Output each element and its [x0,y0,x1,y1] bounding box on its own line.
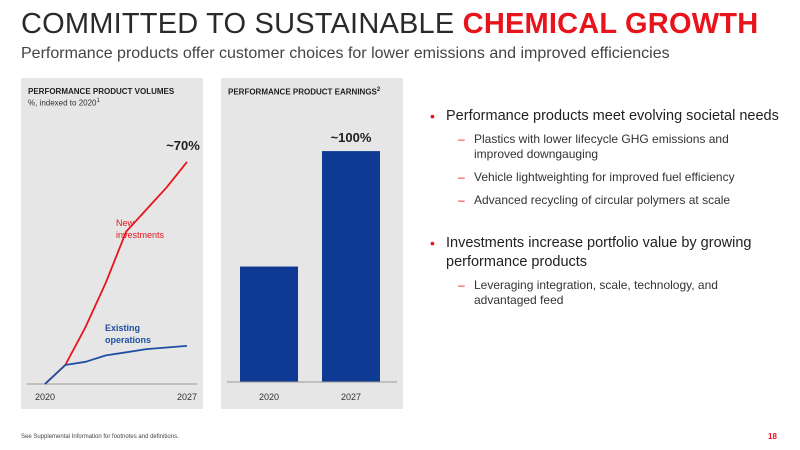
bullet-item: • Performance products meet evolving soci… [430,107,780,126]
dash-icon: – [458,193,465,207]
footnote-marker: 1 [96,98,100,104]
page-title: COMMITTED TO SUSTAINABLE CHEMICAL GROWTH [21,8,758,41]
earnings-chart-panel: PERFORMANCE PRODUCT EARNINGS2 2020 2027 ~1… [221,78,403,409]
earnings-bar-chart: 2020 2027 ~100% [227,130,397,402]
footnote: See Supplemental Information for footnot… [21,434,179,440]
bullet-text: Investments increase portfolio value by … [446,235,752,270]
sub-bullet-item: – Plastics with lower lifecycle GHG emiss… [458,132,780,162]
x-tick-label: 2020 [259,392,279,402]
bar [240,266,298,382]
footnote-marker: 2 [376,87,381,93]
sub-bullet-item: – Advanced recycling of circular polymers… [458,193,780,208]
volumes-chart-subtitle: %, indexed to 20201 [28,98,100,108]
page-subtitle: Performance products offer customer choi… [21,45,670,62]
x-tick-label: 2027 [341,392,361,402]
bullet-dot-icon: • [430,235,435,251]
volumes-annotation: ~70% [166,138,200,153]
series-label-new-line2: investments [116,230,165,240]
series-label-existing-line1: Existing [105,323,140,333]
title-accent: CHEMICAL GROWTH [462,8,759,40]
sub-bullet-text: Vehicle lightweighting for improved fuel… [474,170,735,184]
line-existing-operations [44,345,188,385]
dash-icon: – [458,170,465,184]
volumes-chart-panel: PERFORMANCE PRODUCT VOLUMES %, indexed t… [21,78,203,409]
sub-bullet-list: – Leveraging integration, scale, technolo… [430,278,780,308]
earnings-chart-title: PERFORMANCE PRODUCT EARNINGS2 [228,87,380,97]
earnings-annotation: ~100% [331,130,372,145]
sub-bullet-item: – Leveraging integration, scale, technolo… [458,278,780,308]
volumes-line-chart: New investments Existing operations ~70% 2020… [27,138,200,402]
sub-bullet-text: Plastics with lower lifecycle GHG emissi… [474,132,729,161]
title-main: COMMITTED TO SUSTAINABLE [21,8,463,40]
x-tick-label: 2020 [35,392,55,402]
earnings-title-text: PERFORMANCE PRODUCT EARNINGS [228,87,377,97]
bullet-text: Performance products meet evolving socie… [446,108,779,124]
bullet-item: • Investments increase portfolio value by… [430,234,780,272]
bar [322,151,380,382]
dash-icon: – [458,278,465,292]
sub-bullet-text: Leveraging integration, scale, technolog… [474,278,718,307]
series-label-existing-line2: operations [105,335,151,345]
volumes-chart-title: PERFORMANCE PRODUCT VOLUMES [28,87,175,96]
page-number: 18 [768,432,777,441]
bullet-dot-icon: • [430,108,435,124]
series-label-new-line1: New [116,218,135,228]
bullet-list: • Performance products meet evolving soci… [430,107,780,316]
x-tick-label: 2027 [177,392,197,402]
sub-bullet-text: Advanced recycling of circular polymers … [474,193,731,207]
line-new-investments [44,161,188,385]
sub-bullet-list: – Plastics with lower lifecycle GHG emiss… [430,132,780,208]
sub-bullet-item: – Vehicle lightweighting for improved fue… [458,170,780,185]
dash-icon: – [458,132,465,146]
volumes-subtitle-text: %, indexed to 2020 [28,98,97,108]
